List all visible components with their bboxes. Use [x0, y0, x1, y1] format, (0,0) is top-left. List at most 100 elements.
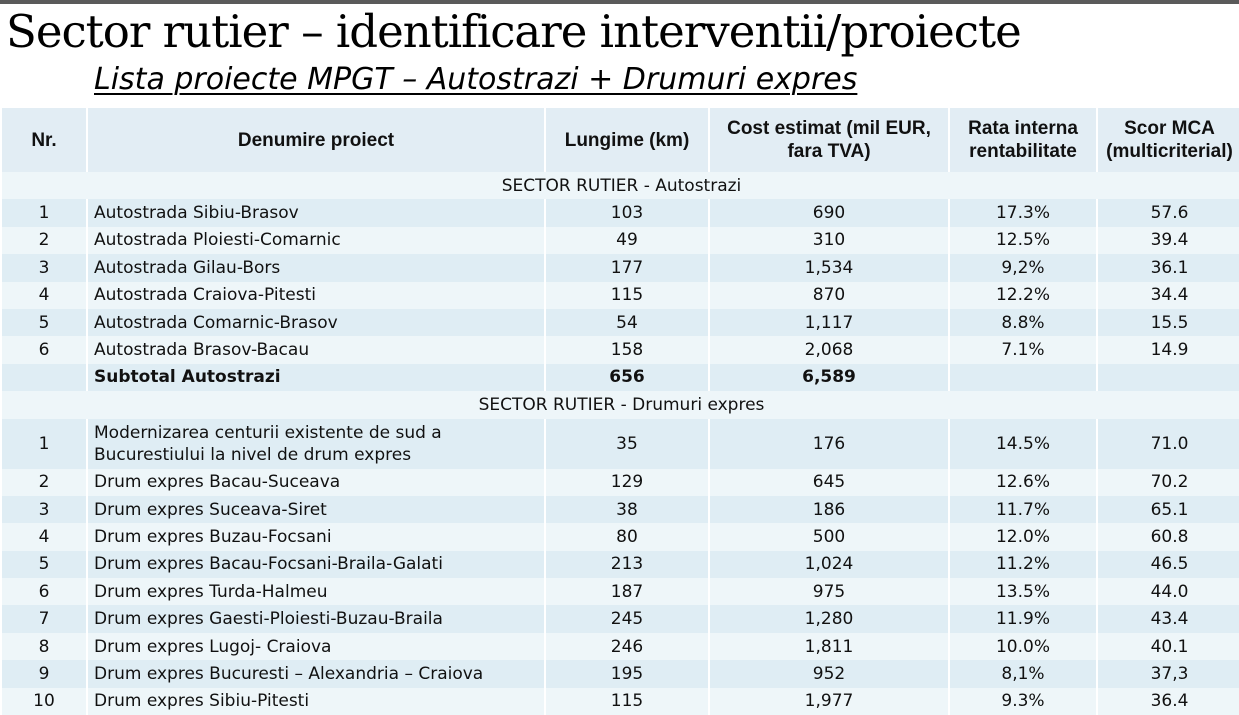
cell-cost: 975 [812, 581, 846, 602]
cell-length: 35 [616, 433, 638, 454]
table-row: 5 Drum expres Bacau-Focsani-Braila-Galati… [2, 550, 1239, 579]
cell-cost: 310 [812, 230, 846, 251]
subtotal-cost: 6,589 [802, 367, 856, 388]
cell-cost: 176 [812, 433, 846, 454]
cell-mca: 36.4 [1150, 691, 1189, 712]
cell-mca: 44.0 [1150, 581, 1189, 602]
cell-length: 177 [610, 257, 644, 278]
cell-nr: 1 [38, 433, 50, 454]
table-row: 10 Drum expres Sibiu-Pitesti 115 1,977 9.3% 3… [2, 687, 1239, 715]
subtotal-length: 656 [609, 367, 645, 388]
cell-length: 80 [616, 526, 638, 547]
cell-nr: 3 [38, 257, 50, 278]
cell-length: 54 [616, 312, 638, 333]
cell-project-name: Drum expres Suceava-Siret [94, 499, 327, 520]
header-project-name: Denumire proiect [88, 108, 544, 172]
cell-project-name: Drum expres Bucuresti – Alexandria – Cra… [94, 663, 484, 684]
cell-irr: 11.7% [995, 499, 1050, 520]
cell-nr: 3 [38, 499, 50, 520]
cell-nr: 2 [38, 230, 50, 251]
cell-project-name: Drum expres Lugoj- Craiova [94, 636, 332, 657]
table-row: 1 Modernizarea centurii existente de sud … [2, 418, 1239, 469]
table-row: 4 Autostrada Craiova-Pitesti 115 870 12.2% 34… [2, 281, 1239, 309]
cell-cost: 1,117 [804, 312, 854, 333]
cell-irr: 12.6% [995, 472, 1050, 493]
subtotal-label: Subtotal Autostrazi [94, 367, 281, 388]
header-length: Lungime (km) [546, 108, 708, 172]
table-row: 6 Autostrada Brasov-Bacau 158 2,068 7.1% 14.9 [2, 336, 1239, 364]
cell-length: 246 [610, 636, 644, 657]
cell-length: 49 [616, 230, 638, 251]
cell-irr: 7.1% [1001, 340, 1045, 361]
table-row: 3 Autostrada Gilau-Bors 177 1,534 9,2% 36.1 [2, 254, 1239, 282]
cell-project-name: Drum expres Sibiu-Pitesti [94, 691, 310, 712]
cell-mca: 39.4 [1150, 230, 1189, 251]
cell-nr: 5 [38, 554, 50, 575]
cell-mca [1098, 364, 1239, 391]
cell-length: 38 [616, 499, 638, 520]
cell-project-name: Drum expres Gaesti-Ploiesti-Buzau-Braila [94, 609, 443, 630]
cell-nr: 6 [38, 581, 50, 602]
cell-nr: 5 [38, 312, 50, 333]
cell-length: 213 [610, 554, 644, 575]
page-subtitle: Lista proiecte MPGT – Autostrazi + Drumu… [94, 62, 858, 97]
cell-irr: 11.9% [995, 609, 1050, 630]
cell-length: 115 [610, 285, 644, 306]
cell-project-name: Autostrada Comarnic-Brasov [94, 312, 338, 333]
cell-cost: 186 [812, 499, 846, 520]
cell-length: 158 [610, 340, 644, 361]
cell-project-name: Modernizarea centurii existente de sud a… [94, 422, 442, 465]
cell-irr: 12.0% [995, 526, 1050, 547]
cell-length: 129 [610, 472, 644, 493]
cell-mca: 37,3 [1150, 663, 1189, 684]
cell-cost: 870 [812, 285, 846, 306]
cell-cost: 690 [812, 203, 846, 224]
cell-irr: 8.8% [1001, 312, 1045, 333]
table-row: 1 Autostrada Sibiu-Brasov 103 690 17.3% 57.6 [2, 199, 1239, 227]
cell-mca: 15.5 [1150, 312, 1189, 333]
table-row: 5 Autostrada Comarnic-Brasov 54 1,117 8.8% 15… [2, 308, 1239, 337]
section-label: SECTOR RUTIER - Autostrazi [501, 175, 742, 196]
cell-length: 195 [610, 663, 644, 684]
cell-mca: 34.4 [1150, 285, 1189, 306]
cell-irr: 9.3% [1001, 691, 1045, 712]
subtotal-row: Subtotal Autostrazi 656 6,589 [2, 363, 1239, 392]
cell-nr: 4 [38, 526, 50, 547]
cell-mca: 46.5 [1150, 554, 1189, 575]
cell-irr: 12.2% [995, 285, 1050, 306]
cell-project-name: Autostrada Gilau-Bors [94, 257, 281, 278]
cell-cost: 2,068 [804, 340, 854, 361]
cell-length: 187 [610, 581, 644, 602]
cell-nr: 6 [38, 340, 50, 361]
table-row: 6 Drum expres Turda-Halmeu 187 975 13.5% 44.0 [2, 578, 1239, 606]
cell-nr: 2 [38, 472, 50, 493]
header-cost: Cost estimat (mil EUR, fara TVA) [710, 108, 948, 172]
cell-irr [950, 364, 1096, 391]
section-header-row: SECTOR RUTIER - Autostrazi [2, 172, 1239, 200]
cell-cost: 1,024 [804, 554, 854, 575]
cell-irr: 11.2% [995, 554, 1050, 575]
cell-length: 115 [610, 691, 644, 712]
table-row: 7 Drum expres Gaesti-Ploiesti-Buzau-Brail… [2, 605, 1239, 633]
cell-length: 245 [610, 609, 644, 630]
cell-project-name: Autostrada Craiova-Pitesti [94, 285, 316, 306]
header-mca: Scor MCA (multicriterial) [1098, 108, 1239, 172]
table-row: 2 Drum expres Bacau-Suceava 129 645 12.6% 70.… [2, 468, 1239, 496]
table-row: 9 Drum expres Bucuresti – Alexandria – Cr… [2, 660, 1239, 688]
cell-mca: 36.1 [1150, 257, 1189, 278]
cell-cost: 952 [812, 663, 846, 684]
cell-nr: 9 [38, 663, 50, 684]
cell-cost: 1,811 [804, 636, 854, 657]
cell-nr: 7 [38, 609, 50, 630]
cell-nr: 8 [38, 636, 50, 657]
cell-project-name: Drum expres Buzau-Focsani [94, 526, 332, 547]
cell-mca: 14.9 [1150, 340, 1189, 361]
cell-mca: 70.2 [1150, 472, 1189, 493]
cell-mca: 57.6 [1150, 203, 1189, 224]
cell-project-name: Autostrada Sibiu-Brasov [94, 203, 299, 224]
projects-table: Nr. Denumire proiect Lungime (km) Cost e… [0, 108, 1239, 715]
cell-mca: 40.1 [1150, 636, 1189, 657]
table-row: 2 Autostrada Ploiesti-Comarnic 49 310 12.5% 3… [2, 226, 1239, 255]
cell-cost: 500 [812, 526, 846, 547]
cell-irr: 17.3% [995, 203, 1050, 224]
